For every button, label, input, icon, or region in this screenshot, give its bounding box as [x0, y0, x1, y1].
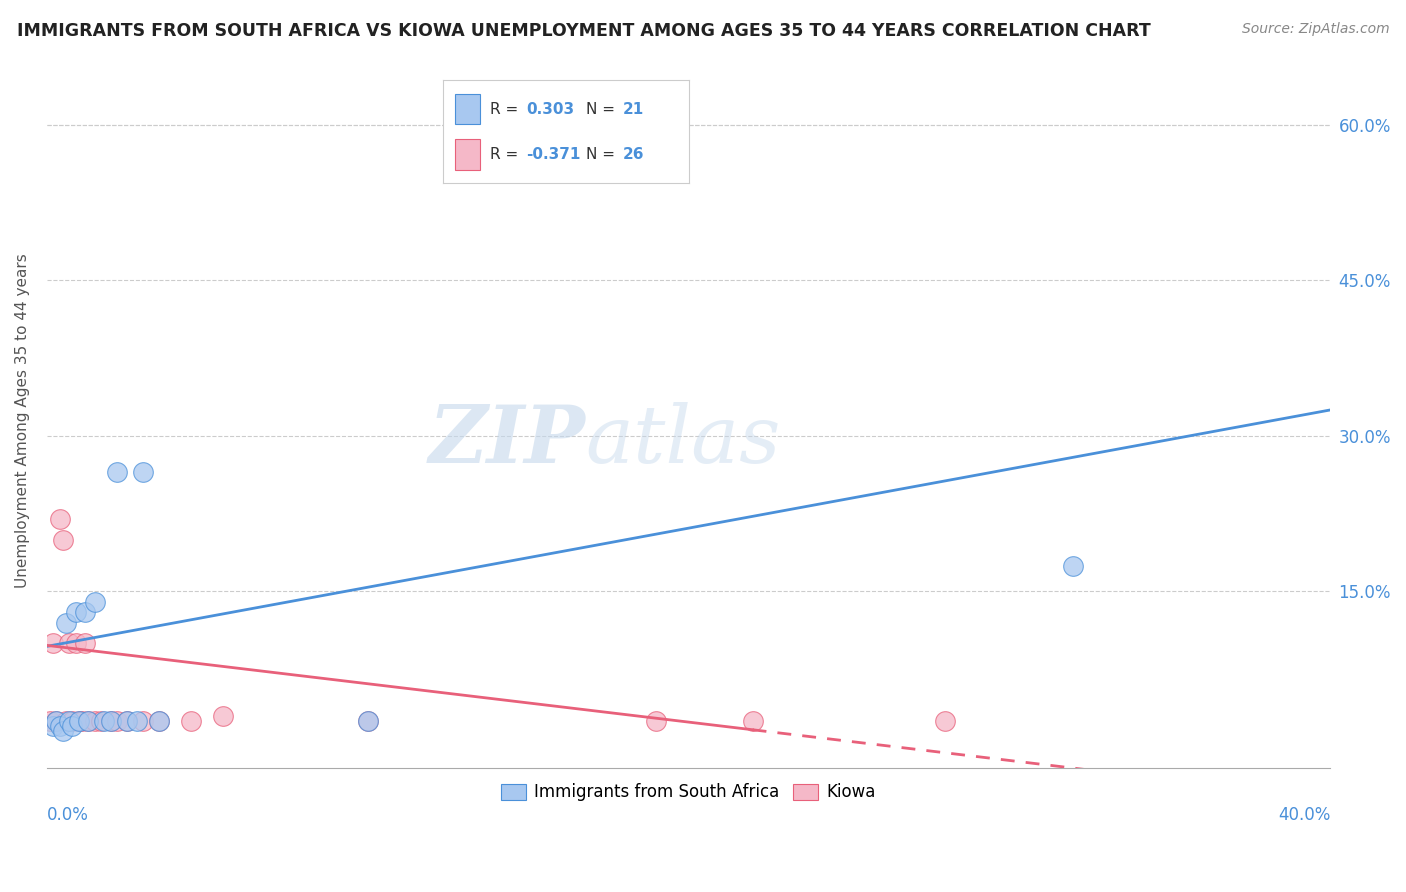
Point [58, 636, 80, 650]
Point [77, 714, 100, 728]
Point [115, 714, 138, 728]
Point [77, 714, 100, 728]
Y-axis label: Unemployment Among Ages 35 to 44 years: Unemployment Among Ages 35 to 44 years [15, 253, 30, 588]
Point [45, 714, 67, 728]
Point [42, 719, 65, 733]
Point [100, 714, 122, 728]
Text: N =: N = [585, 146, 620, 161]
Point [48, 512, 70, 526]
FancyBboxPatch shape [456, 139, 479, 169]
Text: 21: 21 [623, 102, 644, 117]
Point [65, 636, 87, 650]
Text: 40.0%: 40.0% [1278, 805, 1330, 824]
Point [52, 533, 75, 547]
Point [212, 709, 235, 723]
Point [83, 595, 105, 609]
Text: 0.303: 0.303 [527, 102, 575, 117]
Point [70, 714, 93, 728]
Point [67, 714, 90, 728]
Point [55, 615, 77, 630]
Point [83, 714, 105, 728]
Point [356, 714, 378, 728]
Point [65, 605, 87, 619]
Point [48, 719, 70, 733]
Point [90, 714, 112, 728]
Point [75, 605, 97, 619]
Text: atlas: atlas [586, 402, 782, 480]
Point [148, 714, 170, 728]
Text: R =: R = [489, 102, 523, 117]
Point [58, 714, 80, 728]
Text: IMMIGRANTS FROM SOUTH AFRICA VS KIOWA UNEMPLOYMENT AMONG AGES 35 TO 44 YEARS COR: IMMIGRANTS FROM SOUTH AFRICA VS KIOWA UN… [17, 22, 1150, 40]
Point [148, 714, 170, 728]
Text: 0.0%: 0.0% [46, 805, 89, 824]
Point [105, 465, 128, 479]
Point [356, 714, 378, 728]
Point [45, 714, 67, 728]
FancyBboxPatch shape [456, 94, 479, 124]
Point [38, 714, 60, 728]
Text: Source: ZipAtlas.com: Source: ZipAtlas.com [1241, 22, 1389, 37]
Text: ZIP: ZIP [429, 402, 586, 480]
Text: N =: N = [585, 102, 620, 117]
Point [741, 714, 763, 728]
Point [645, 714, 668, 728]
Point [115, 714, 138, 728]
Point [93, 714, 115, 728]
Point [75, 636, 97, 650]
Point [100, 714, 122, 728]
Point [60, 714, 83, 728]
Point [42, 636, 65, 650]
Point [132, 465, 155, 479]
Point [1062, 558, 1084, 573]
Text: -0.371: -0.371 [527, 146, 581, 161]
Point [67, 714, 90, 728]
Point [52, 724, 75, 739]
Point [132, 714, 155, 728]
Text: R =: R = [489, 146, 523, 161]
Text: 26: 26 [623, 146, 644, 161]
Point [180, 714, 202, 728]
Point [125, 714, 148, 728]
Point [60, 719, 83, 733]
Point [105, 714, 128, 728]
Legend: Immigrants from South Africa, Kiowa: Immigrants from South Africa, Kiowa [495, 777, 883, 808]
Point [55, 714, 77, 728]
Point [934, 714, 956, 728]
